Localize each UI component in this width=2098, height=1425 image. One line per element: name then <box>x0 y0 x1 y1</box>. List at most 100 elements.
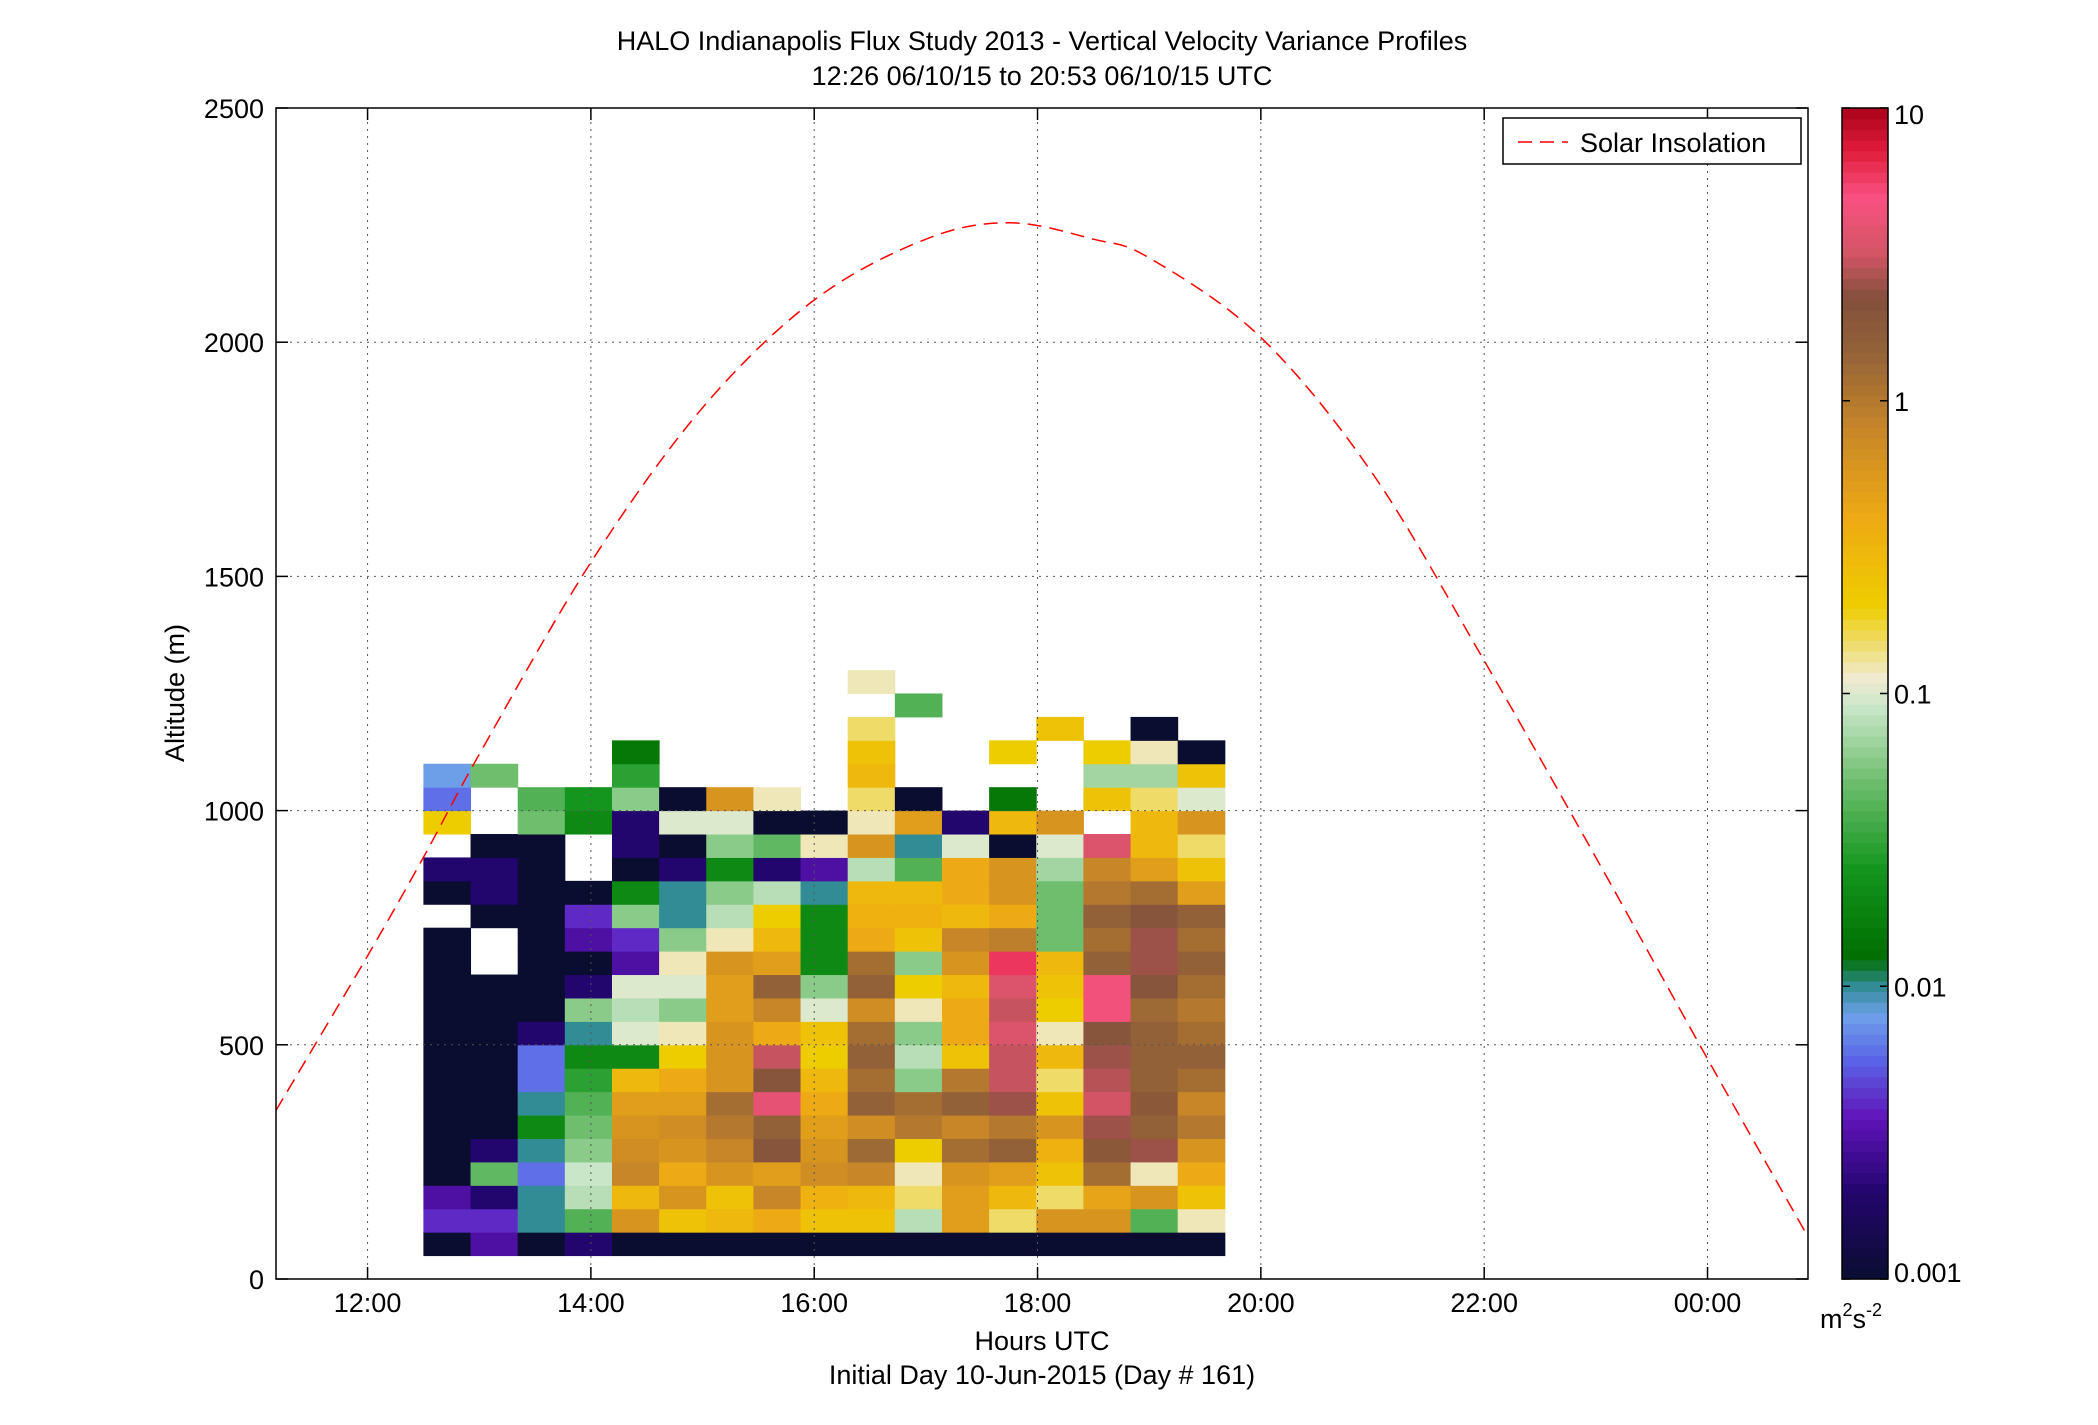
heatmap-cell <box>423 1185 472 1210</box>
colorbar-segment <box>1842 129 1888 141</box>
colorbar-tick-label: 0.001 <box>1894 1258 1962 1288</box>
colorbar-segment <box>1842 310 1888 322</box>
heatmap-cell <box>1083 904 1132 929</box>
heatmap-cell <box>847 1185 896 1210</box>
heatmap-cell <box>611 1232 660 1257</box>
heatmap-cell <box>706 1115 754 1139</box>
heatmap-cell <box>1036 1091 1084 1116</box>
heatmap-cell <box>1083 1115 1132 1139</box>
heatmap-cell <box>894 1068 943 1093</box>
heatmap-cell <box>800 857 849 882</box>
heatmap-cell <box>564 1208 613 1233</box>
colorbar-segment <box>1842 257 1888 269</box>
heatmap-cell <box>800 1115 849 1139</box>
heatmap-cell <box>1083 1161 1132 1186</box>
colorbar-segment <box>1842 768 1888 780</box>
heatmap-cell <box>1177 1161 1226 1186</box>
heatmap-cell <box>1083 857 1132 882</box>
colorbar-segment <box>1842 491 1888 503</box>
heatmap-cell <box>894 1044 943 1069</box>
heatmap-cell <box>1036 1208 1084 1233</box>
heatmap-cell <box>1036 997 1084 1022</box>
heatmap-cell <box>423 1115 472 1139</box>
heatmap-cell <box>941 1208 990 1233</box>
heatmap-cell <box>470 1232 519 1257</box>
heatmap-cell <box>800 880 849 905</box>
colorbar-segment <box>1842 139 1888 152</box>
colorbar-segment <box>1842 587 1888 599</box>
colorbar-segment <box>1842 1119 1888 1131</box>
heatmap-cell <box>564 1138 613 1163</box>
heatmap-cell <box>611 1021 660 1046</box>
heatmap-cell <box>1083 834 1132 858</box>
heatmap-cell <box>989 1044 1037 1069</box>
heatmap-cell <box>1083 1021 1132 1046</box>
heatmap-cell <box>1177 1115 1226 1139</box>
colorbar-segment <box>1842 108 1888 120</box>
heatmap-cell <box>1036 951 1084 976</box>
colorbar-segment <box>1842 1247 1888 1259</box>
heatmap-cell <box>1036 1044 1084 1069</box>
y-axis-label: Altitude (m) <box>160 624 190 762</box>
colorbar-segment <box>1842 1215 1888 1227</box>
colorbar-segment <box>1842 1108 1888 1120</box>
colorbar-segment <box>1842 1044 1888 1057</box>
heatmap-cell <box>753 787 802 812</box>
heatmap-cell <box>847 1232 896 1257</box>
colorbar-segment <box>1842 1257 1888 1269</box>
plot-frame <box>275 107 1809 1280</box>
colorbar-segment <box>1842 299 1888 311</box>
heatmap-cell <box>989 834 1037 858</box>
heatmap-cell <box>706 1232 754 1257</box>
heatmap-cell <box>423 951 472 976</box>
colorbar-segment <box>1842 980 1888 993</box>
heatmap-cell <box>941 951 990 976</box>
heatmap-cell <box>423 1208 472 1233</box>
colorbar-segment <box>1842 693 1888 705</box>
heatmap-cell <box>564 1044 613 1069</box>
heatmap-cell <box>564 1232 613 1257</box>
colorbar-segment <box>1842 917 1888 929</box>
heatmap-cell <box>800 974 849 999</box>
colorbar-segment <box>1842 746 1888 758</box>
heatmap-cell <box>1130 951 1179 976</box>
heatmap-cell <box>1083 1068 1132 1093</box>
heatmap-cell <box>753 810 802 835</box>
heatmap-cell <box>1036 1138 1084 1163</box>
heatmap-cell <box>894 904 943 929</box>
heatmap-cell <box>1177 787 1226 812</box>
heatmap-cell <box>800 1091 849 1116</box>
heatmap-cell <box>611 1161 660 1186</box>
heatmap-cell <box>941 834 990 858</box>
heatmap-cell <box>1036 1115 1084 1139</box>
heatmap-cell <box>800 1021 849 1046</box>
colorbar-segment <box>1842 459 1888 471</box>
heatmap-cell <box>1177 1044 1226 1069</box>
heatmap-cell <box>989 787 1037 812</box>
colorbar-segment <box>1842 406 1888 418</box>
heatmap-cell <box>564 1091 613 1116</box>
heatmap-cell <box>1036 974 1084 999</box>
x-tick-label: 22:00 <box>1450 1288 1518 1318</box>
heatmap-cell <box>1036 1021 1084 1046</box>
heatmap-cell <box>894 1138 943 1163</box>
heatmap-cell <box>894 1021 943 1046</box>
colorbar-segment <box>1842 650 1888 663</box>
heatmap-cell <box>941 1232 990 1257</box>
heatmap-cell <box>659 974 707 999</box>
heatmap-cell <box>564 880 613 905</box>
heatmap-cell <box>517 1208 566 1233</box>
heatmap-cell <box>989 1138 1037 1163</box>
colorbar-segment <box>1842 991 1888 1003</box>
heatmap-cell <box>989 880 1037 905</box>
heatmap-cell <box>800 997 849 1022</box>
heatmap-cell <box>470 997 519 1022</box>
heatmap-cell <box>517 904 566 929</box>
heatmap-cell <box>611 1115 660 1139</box>
heatmap-cell <box>659 810 707 835</box>
colorbar-segment <box>1842 736 1888 748</box>
heatmap-cell <box>1177 763 1226 788</box>
colorbar-segment <box>1842 682 1888 695</box>
colorbar-segment <box>1842 1140 1888 1152</box>
heatmap-cell <box>706 787 754 812</box>
